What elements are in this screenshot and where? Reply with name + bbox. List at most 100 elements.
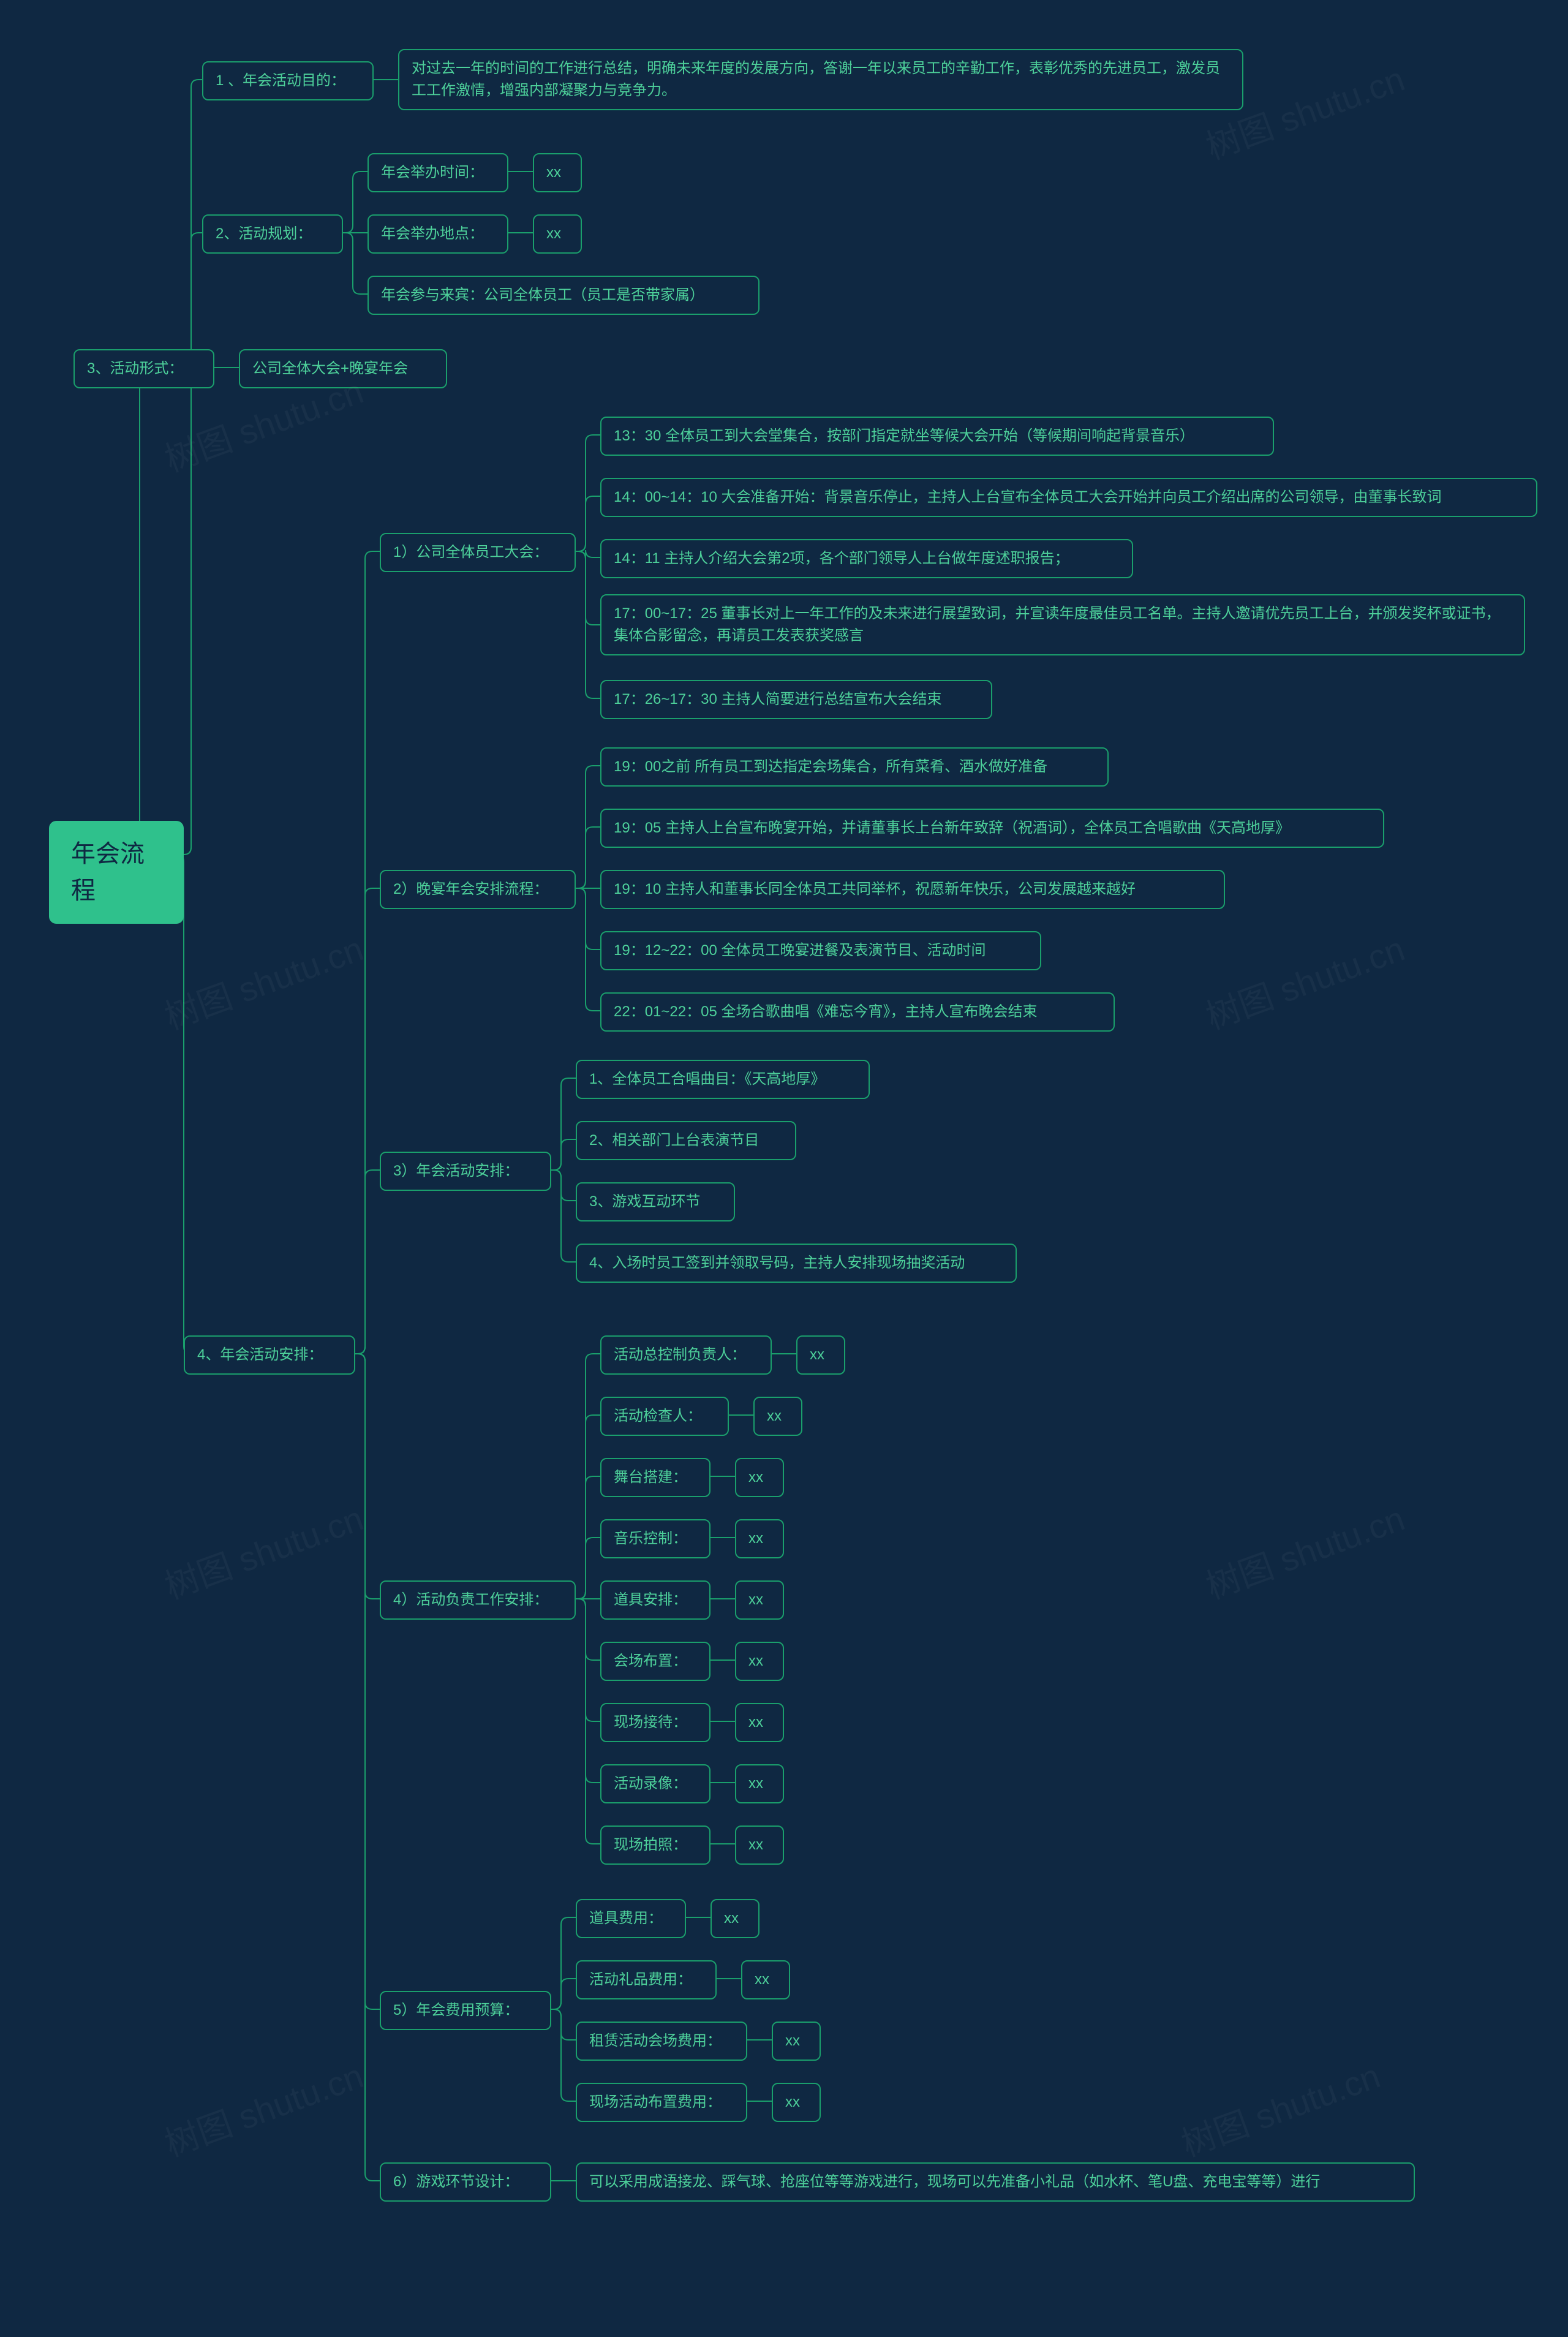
- mindmap-node: 活动总控制负责人：: [600, 1335, 772, 1375]
- mindmap-node: xx: [533, 214, 582, 254]
- mindmap-node: 19：12~22：00 全体员工晚宴进餐及表演节目、活动时间: [600, 931, 1041, 970]
- mindmap-node: xx: [735, 1825, 784, 1865]
- connector: [355, 551, 380, 1354]
- mindmap-node: 4、入场时员工签到并领取号码，主持人安排现场抽奖活动: [576, 1244, 1017, 1283]
- mindmap-node: 2）晚宴年会安排流程：: [380, 870, 576, 909]
- mindmap-node: 13：30 全体员工到大会堂集合，按部门指定就坐等候大会开始（等候期间响起背景音…: [600, 417, 1274, 456]
- mindmap-node: 现场拍照：: [600, 1825, 710, 1865]
- mindmap-node: xx: [796, 1335, 845, 1375]
- connector: [355, 888, 380, 1354]
- mindmap-node: 4）活动负责工作安排：: [380, 1580, 576, 1620]
- mindmap-node: 5）年会费用预算：: [380, 1991, 551, 2030]
- mindmap-node: xx: [772, 2022, 821, 2061]
- mindmap-node: 14：11 主持人介绍大会第2项，各个部门领导人上台做年度述职报告；: [600, 539, 1133, 578]
- mindmap-node: 19：10 主持人和董事长同全体员工共同举杯，祝愿新年快乐，公司发展越来越好: [600, 870, 1225, 909]
- mindmap-node: 6）游戏环节设计：: [380, 2162, 551, 2202]
- mindmap-node: 17：26~17：30 主持人简要进行总结宣布大会结束: [600, 680, 992, 719]
- mindmap-node: 22：01~22：05 全场合歌曲唱《难忘今宵》，主持人宣布晚会结束: [600, 992, 1115, 1032]
- mindmap-node: xx: [735, 1703, 784, 1742]
- mindmap-node: 3、活动形式：: [74, 349, 214, 388]
- watermark: 树图 shutu.cn: [1174, 2048, 1386, 2166]
- connector: [551, 1917, 576, 2009]
- mindmap-node: 17：00~17：25 董事长对上一年工作的及未来进行展望致词，并宣读年度最佳员…: [600, 594, 1525, 655]
- connector: [576, 1599, 600, 1844]
- connector: [576, 496, 600, 551]
- mindmap-node: xx: [735, 1519, 784, 1558]
- connector: [343, 233, 368, 294]
- mindmap-node: 道具费用：: [576, 1899, 686, 1938]
- mindmap-node: xx: [741, 1960, 790, 1999]
- mindmap-node: 舞台搭建：: [600, 1458, 710, 1497]
- connector: [74, 368, 184, 855]
- connector: [355, 1354, 380, 2009]
- connector: [551, 1078, 576, 1170]
- connector: [355, 1354, 380, 2181]
- connector: [576, 551, 600, 698]
- mindmap-node: 年会举办时间：: [368, 153, 508, 192]
- mindmap-node: 道具安排：: [600, 1580, 710, 1620]
- connector: [576, 827, 600, 888]
- connector: [576, 1476, 600, 1599]
- mindmap-node: 活动录像：: [600, 1764, 710, 1803]
- mindmap-node: 1、全体员工合唱曲目：《天高地厚》: [576, 1060, 870, 1099]
- mindmap-node: 现场活动布置费用：: [576, 2083, 747, 2122]
- connector: [184, 80, 202, 855]
- mindmap-node: xx: [735, 1580, 784, 1620]
- mindmap-node: xx: [735, 1458, 784, 1497]
- mindmap-node: 年会举办地点：: [368, 214, 508, 254]
- connector: [576, 766, 600, 888]
- mindmap-node: 租赁活动会场费用：: [576, 2022, 747, 2061]
- mindmap-root: 年会流程: [49, 821, 184, 924]
- mindmap-node: xx: [735, 1764, 784, 1803]
- connector: [576, 888, 600, 1011]
- watermark: 树图 shutu.cn: [1198, 921, 1411, 1039]
- connector: [551, 2009, 576, 2101]
- mindmap-node: 现场接待：: [600, 1703, 710, 1742]
- mindmap-node: 1）公司全体员工大会：: [380, 533, 576, 572]
- mindmap-node: 19：05 主持人上台宣布晚宴开始，并请董事长上台新年致辞（祝酒词），全体员工合…: [600, 809, 1384, 848]
- connector: [184, 233, 202, 855]
- mindmap-node: 1 、年会活动目的：: [202, 61, 374, 100]
- connector: [551, 1979, 576, 2009]
- mindmap-node: 3、游戏互动环节: [576, 1182, 735, 1221]
- watermark: 树图 shutu.cn: [157, 1491, 369, 1609]
- connector: [576, 888, 600, 950]
- connector: [551, 1139, 576, 1170]
- mindmap-node: 14：00~14：10 大会准备开始：背景音乐停止，主持人上台宣布全体员工大会开…: [600, 478, 1537, 517]
- connector: [576, 550, 600, 559]
- connector: [576, 1599, 600, 1783]
- mindmap-node: xx: [772, 2083, 821, 2122]
- connector: [551, 2009, 576, 2040]
- connector: [343, 172, 368, 233]
- connector: [576, 1599, 600, 1660]
- connector: [176, 855, 191, 1354]
- connector: [576, 1599, 600, 1721]
- connector: [576, 1538, 600, 1599]
- connector: [576, 435, 600, 551]
- watermark: 树图 shutu.cn: [157, 2048, 369, 2166]
- mindmap-node: 对过去一年的时间的工作进行总结，明确未来年度的发展方向，答谢一年以来员工的辛勤工…: [398, 49, 1243, 110]
- mindmap-node: 19：00之前 所有员工到达指定会场集合，所有菜肴、酒水做好准备: [600, 747, 1109, 787]
- mindmap-node: 2、活动规划：: [202, 214, 343, 254]
- mindmap-node: 活动礼品费用：: [576, 1960, 717, 1999]
- connector: [551, 1170, 576, 1201]
- connector: [355, 1170, 380, 1354]
- mindmap-node: 会场布置：: [600, 1642, 710, 1681]
- connector: [576, 1354, 600, 1599]
- mindmap-node: 年会参与来宾：公司全体员工（员工是否带家属）: [368, 276, 760, 315]
- connector: [576, 551, 600, 625]
- watermark: 树图 shutu.cn: [157, 921, 369, 1039]
- mindmap-node: 2、相关部门上台表演节目: [576, 1121, 796, 1160]
- watermark: 树图 shutu.cn: [1198, 1491, 1411, 1609]
- connector: [551, 1170, 576, 1262]
- connector: [576, 1415, 600, 1599]
- mindmap-node: xx: [533, 153, 582, 192]
- mindmap-node: 公司全体大会+晚宴年会: [239, 349, 447, 388]
- mindmap-node: 4、年会活动安排：: [184, 1335, 355, 1375]
- mindmap-node: xx: [753, 1397, 802, 1436]
- connector: [355, 1354, 380, 1599]
- mindmap-node: 3）年会活动安排：: [380, 1152, 551, 1191]
- mindmap-node: 音乐控制：: [600, 1519, 710, 1558]
- mindmap-node: 可以采用成语接龙、踩气球、抢座位等等游戏进行，现场可以先准备小礼品（如水杯、笔U…: [576, 2162, 1415, 2202]
- mindmap-node: 活动检查人：: [600, 1397, 729, 1436]
